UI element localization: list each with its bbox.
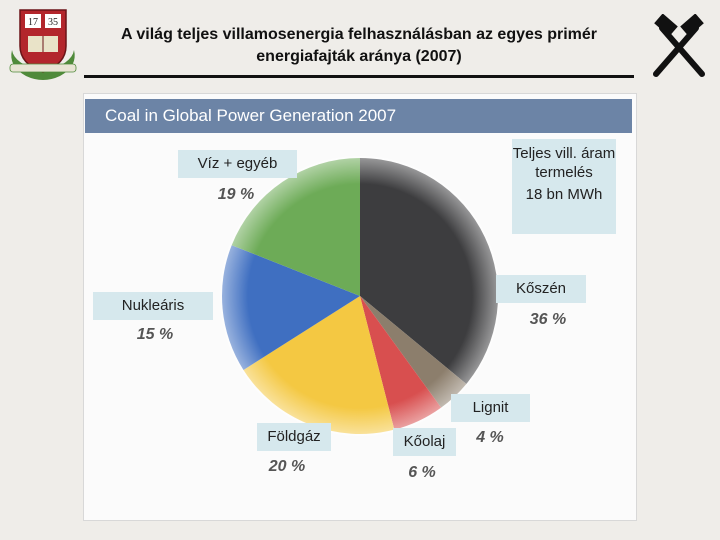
pct-label-foldgaz: 20 %: [268, 458, 305, 475]
pct-label-viz: 19 %: [218, 186, 254, 203]
label-nuklearis: Nukleáris: [93, 292, 213, 320]
pct-label-nuklearis: 15 %: [137, 326, 173, 343]
label-viz-egyeb: Víz + egyéb: [178, 150, 297, 178]
label-total: Teljes vill. áram termelés 18 bn MWh: [512, 139, 616, 234]
pct-label-koszen: 36 %: [530, 311, 566, 328]
crossed-hammers-icon: [653, 14, 705, 77]
university-crest-icon: 17 35: [9, 9, 77, 80]
crest-year-left: 17: [28, 17, 38, 28]
label-koolaj: Kőolaj: [393, 428, 456, 456]
crest-year-right-box: [45, 14, 61, 28]
label-koszen: Kőszén: [496, 275, 586, 303]
pct-label-lignit: 4 %: [475, 429, 504, 446]
crest-ribbon: [9, 63, 77, 73]
label-foldgaz: Földgáz: [257, 423, 331, 451]
chart-title: Coal in Global Power Generation 2007: [85, 99, 632, 133]
title-underline: [84, 75, 634, 78]
slide-title-line2: energiafajták aránya (2007): [256, 48, 462, 65]
label-total-value: 18 bn MWh: [525, 186, 603, 203]
pie-edge-glow: [220, 156, 500, 436]
slide-title-line1: A világ teljes villamosenergia felhaszná…: [120, 26, 598, 43]
crest-year-left-box: [25, 14, 41, 28]
slide-title: A világ teljes villamosenergia felhaszná…: [84, 24, 634, 68]
crest-year-right: 35: [48, 17, 58, 28]
label-total-text: Teljes vill. áram termelés: [512, 145, 616, 181]
laurel-wreath: [11, 50, 75, 80]
label-lignit: Lignit: [451, 394, 530, 422]
pct-label-koolaj: 6 %: [408, 464, 436, 481]
